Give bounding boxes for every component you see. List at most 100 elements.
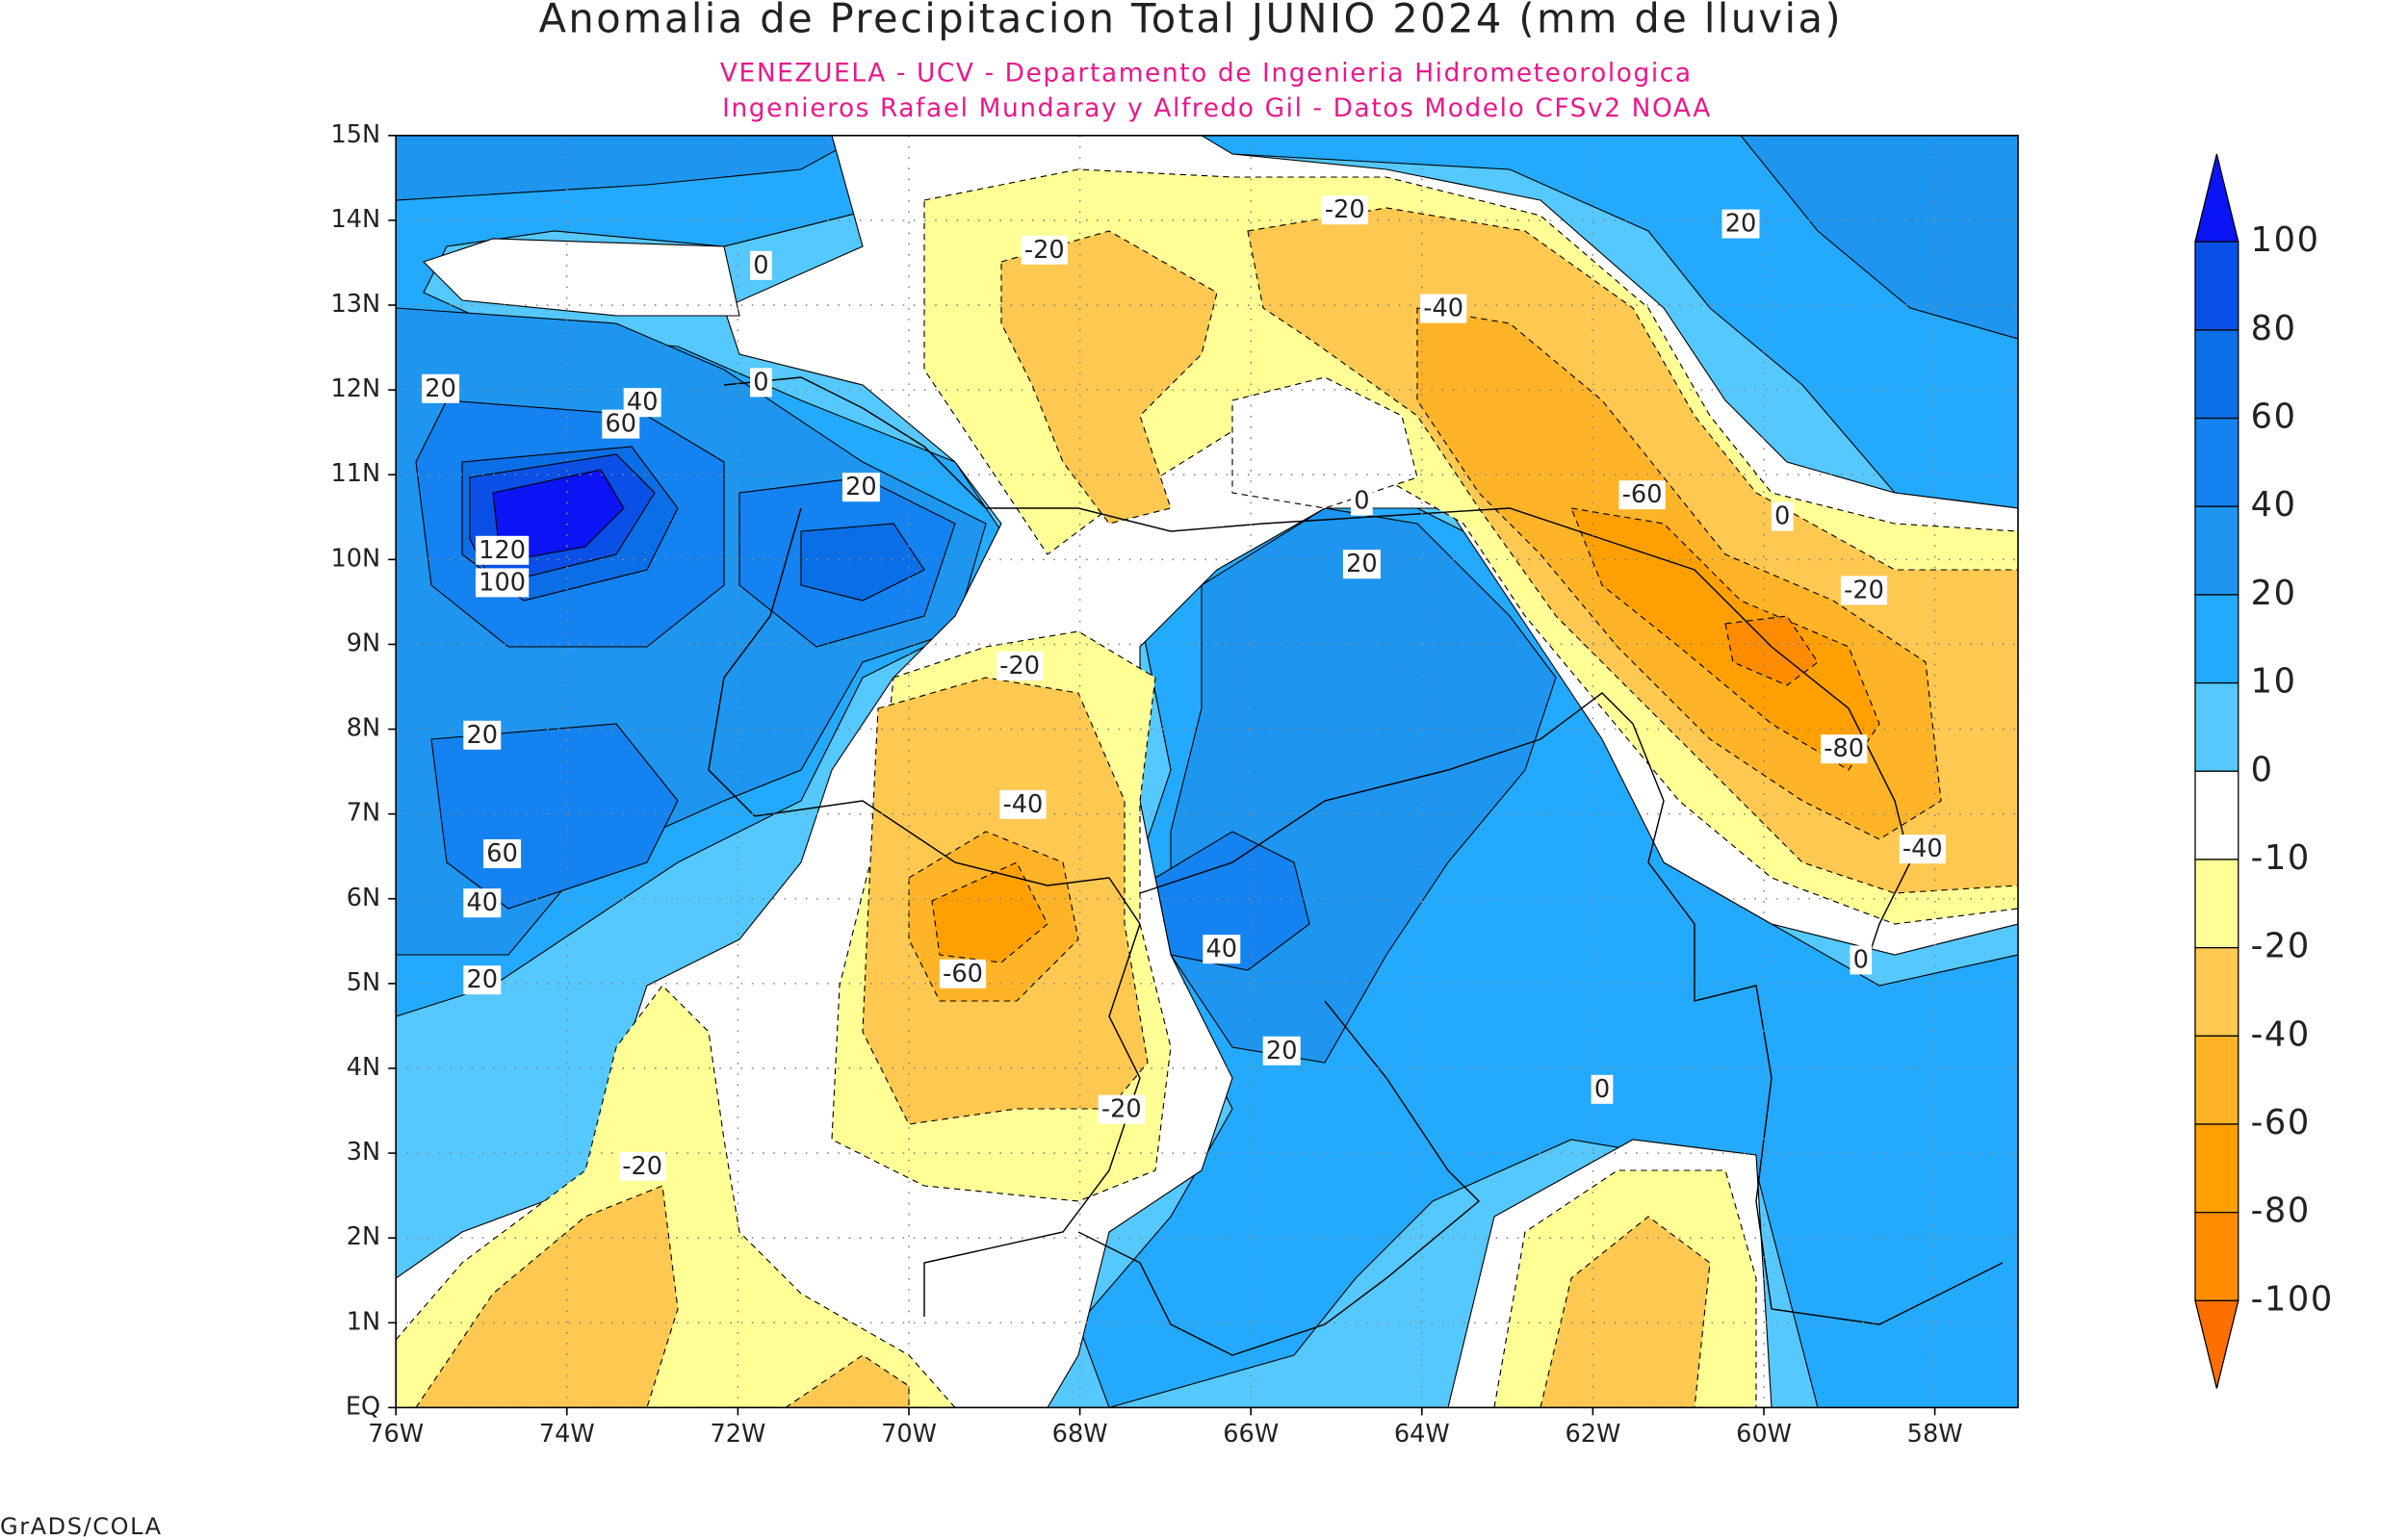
contour-label: 20 <box>1725 210 1757 239</box>
lon-label: 74W <box>539 1420 595 1449</box>
contour-label-bg <box>1821 734 1868 764</box>
contour-label: -20 <box>622 1152 662 1181</box>
lat-label: 15N <box>330 120 380 149</box>
colorbar-triangle <box>2194 1299 2239 1389</box>
contour-label: -20 <box>1024 236 1065 265</box>
lon-label: 66W <box>1223 1420 1279 1449</box>
lat-label: 3N <box>347 1138 380 1167</box>
colorbar-label: 100 <box>2251 220 2320 260</box>
colorbar-box <box>2194 505 2239 596</box>
contour-label-bg <box>602 409 640 439</box>
contour-label: 0 <box>753 368 768 397</box>
contour-label: -20 <box>1844 576 1884 604</box>
lon-label: 72W <box>710 1420 765 1449</box>
contour-label: 20 <box>425 374 456 403</box>
lat-label: 8N <box>347 714 380 743</box>
contour-label: 20 <box>467 721 499 750</box>
contour-label: 0 <box>1774 502 1790 531</box>
lat-label: 4N <box>347 1053 380 1082</box>
subtitle: VENEZUELA - UCV - Departamento de Ingeni… <box>720 58 1693 88</box>
contour-label-bg <box>422 373 460 403</box>
contour-label-bg <box>463 888 502 918</box>
contour-labels: -20 -20 0 20 -40 0 20 40 60 -60 20 0 0 120 100 20 -20 -20… <box>422 195 1946 1181</box>
contour-label-bg <box>996 651 1044 680</box>
contour-label-bg <box>1721 209 1760 239</box>
contour-label: -40 <box>1002 790 1043 819</box>
contour-label: -60 <box>1622 480 1663 509</box>
colorbar-label: -10 <box>2251 838 2311 878</box>
contour-label-bg <box>1262 1036 1301 1065</box>
colorbar-box <box>2194 770 2239 860</box>
colorbar-box <box>2194 594 2239 684</box>
contour-label-bg <box>463 720 502 750</box>
contour-label-bg <box>1618 480 1666 510</box>
contour-label: 20 <box>1346 550 1378 578</box>
contour-label: 60 <box>606 410 637 439</box>
contour-label: -20 <box>1101 1095 1142 1124</box>
colorbar-box <box>2194 1123 2239 1214</box>
footer: GrADS/COLA <box>0 1513 163 1540</box>
borders <box>708 376 2004 1356</box>
colorbar-label: 20 <box>2251 574 2297 613</box>
lat-label: 12N <box>330 374 380 403</box>
contour-label-bg <box>475 535 530 565</box>
contour-label-bg <box>1420 294 1467 323</box>
colorbar-box <box>2194 947 2239 1037</box>
contour-label-bg <box>475 568 530 598</box>
contour-label: 20 <box>467 965 499 994</box>
colorbar-triangle <box>2194 153 2239 243</box>
contour-label: 60 <box>486 839 518 868</box>
colorbar-label: 10 <box>2251 662 2297 702</box>
contour-label-bg <box>841 473 880 502</box>
contour-label: -40 <box>1423 295 1463 323</box>
contour-label: 120 <box>479 536 526 565</box>
map-title: Anomalia de Precipitacion Total JUNIO 20… <box>539 0 1843 41</box>
colorbar-label: -40 <box>2251 1014 2311 1054</box>
contour-label-bg <box>619 1151 666 1181</box>
colorbar-box <box>2194 241 2239 331</box>
lat-label: 10N <box>330 544 380 573</box>
contour-label: 0 <box>1594 1075 1610 1104</box>
colorbar-box <box>2194 1035 2239 1125</box>
lat-label: 9N <box>347 629 380 657</box>
contour-label-bg <box>750 368 772 398</box>
colorbar-box <box>2194 1212 2239 1301</box>
lat-label: 1N <box>347 1307 380 1336</box>
colorbar-label: -100 <box>2251 1279 2334 1319</box>
lat-label: 13N <box>330 290 380 319</box>
colorbar-label: -80 <box>2251 1192 2311 1231</box>
colorbar-label: -20 <box>2251 927 2311 966</box>
contour-label-bg <box>1351 486 1373 516</box>
lon-label: 68W <box>1052 1420 1108 1449</box>
contour-label: -80 <box>1824 734 1864 763</box>
contour-label-bg <box>1771 501 1794 531</box>
lon-label: 60W <box>1736 1420 1792 1449</box>
lon-label: 76W <box>368 1420 424 1449</box>
lat-label: 5N <box>347 968 380 997</box>
contour-label-bg <box>750 250 772 280</box>
contour-label-bg <box>1850 945 1873 975</box>
contour-label-bg <box>1203 935 1241 964</box>
contour-label-bg <box>1098 1094 1145 1124</box>
contour-label: -40 <box>1902 834 1943 863</box>
colorbar-label: 60 <box>2251 398 2297 437</box>
contour-label: 0 <box>1354 487 1369 516</box>
colorbar-label: 80 <box>2251 309 2297 348</box>
contour-label-bg <box>1342 550 1381 579</box>
lon-label: 62W <box>1565 1420 1620 1449</box>
lat-label: 6N <box>347 884 380 912</box>
lat-label: 11N <box>330 459 380 488</box>
contour-label-bg <box>1321 195 1368 225</box>
lat-label: EQ <box>346 1392 380 1421</box>
lon-label: 58W <box>1907 1420 1963 1449</box>
contour-label: 40 <box>467 888 499 917</box>
contour-label: -20 <box>999 652 1040 680</box>
contour-label-bg <box>483 839 522 868</box>
contour-label: 20 <box>1266 1037 1298 1065</box>
contour-label: -20 <box>1325 195 1365 224</box>
contour-label-bg <box>1840 576 1888 605</box>
colorbar-box <box>2194 417 2239 507</box>
